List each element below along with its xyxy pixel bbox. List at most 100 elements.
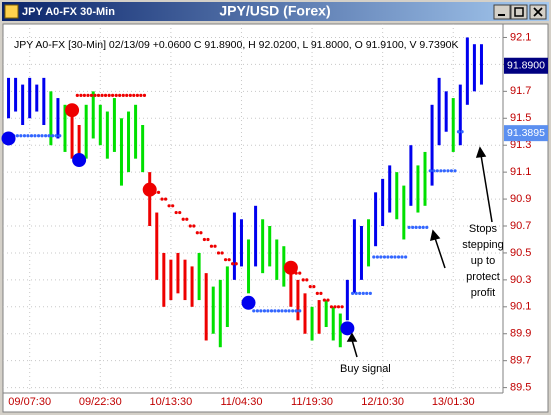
x-tick-label: 09/07:30 <box>8 396 51 408</box>
stop-dot <box>216 251 221 255</box>
price-bar <box>14 77 18 112</box>
info-line: JPY A0-FX [30-Min] 02/13/09 +0.0600 C 91… <box>14 39 459 51</box>
price-bar <box>183 259 187 301</box>
stop-dot <box>96 93 101 97</box>
stop-dot <box>206 237 210 242</box>
stop-dot <box>269 309 274 313</box>
stop-dot <box>432 169 436 173</box>
marks <box>1 37 483 348</box>
stop-dot <box>322 298 326 302</box>
stop-dot <box>111 93 115 97</box>
price-bar <box>63 104 67 152</box>
price-marker <box>504 125 548 142</box>
stop-dot <box>389 255 394 259</box>
price-bar <box>77 125 81 166</box>
price-bar <box>247 239 251 294</box>
stop-dot <box>449 169 454 173</box>
price-bar <box>423 151 427 206</box>
stop-dot <box>40 134 44 138</box>
stop-dot <box>259 309 263 313</box>
stop-dot <box>312 285 316 289</box>
price-bar <box>105 111 109 159</box>
price-bar <box>190 266 194 307</box>
stop-dot <box>234 262 238 266</box>
price-bar <box>275 239 279 280</box>
stop-dot <box>174 210 178 215</box>
price-bar <box>303 293 307 334</box>
stop-dot <box>393 255 397 259</box>
stop-dot <box>446 169 450 173</box>
price-bar <box>310 306 314 341</box>
price-bar <box>268 226 272 267</box>
stop-dot <box>425 225 429 229</box>
price-bar <box>56 98 60 139</box>
y-tick-label: 90.9 <box>510 193 531 205</box>
chart-title: JPY/USD (Forex) <box>219 3 330 19</box>
stop-dot <box>354 291 358 295</box>
stop-dot <box>439 169 443 173</box>
stop-arrowhead-1 <box>430 229 441 242</box>
stops-annotation: stepping <box>462 239 504 251</box>
stop-dot <box>375 255 379 259</box>
price-bar <box>282 246 286 287</box>
stop-dot <box>58 134 62 138</box>
stop-dot <box>301 278 305 282</box>
stop-dot <box>298 271 302 275</box>
maximize-button[interactable] <box>510 4 528 20</box>
price-bar <box>374 192 378 247</box>
price-marker <box>504 57 548 74</box>
window-icon <box>4 4 19 19</box>
price-bar <box>345 279 349 321</box>
price-bar <box>35 84 39 112</box>
stop-dot <box>223 258 228 262</box>
y-tick-label: 89.9 <box>510 328 531 340</box>
price-bar <box>7 77 11 119</box>
price-bar <box>416 165 420 213</box>
stop-dot <box>294 309 298 313</box>
stop-dot <box>15 134 19 138</box>
price-bar <box>91 91 95 139</box>
price-bar <box>338 313 342 348</box>
x-tick-label: 09/22:30 <box>79 396 122 408</box>
price-bar <box>204 273 208 341</box>
price-bar <box>409 145 413 206</box>
stop-dot <box>220 251 224 255</box>
x-tick-label: 12/10:30 <box>361 396 404 408</box>
stop-dot <box>195 231 199 235</box>
signal-dot <box>65 103 80 118</box>
annotation-arrows <box>346 146 493 358</box>
stop-dot <box>118 93 122 97</box>
price-bar <box>402 185 406 240</box>
price-bar <box>42 77 46 126</box>
stop-dot <box>22 134 27 138</box>
price-bar <box>367 219 371 267</box>
stop-dot <box>319 291 323 295</box>
price-bar <box>458 84 462 146</box>
price-bar <box>232 212 236 280</box>
price-bar <box>317 300 321 334</box>
stop-dot <box>19 134 23 138</box>
stop-dot <box>54 134 58 138</box>
price-bar <box>472 44 476 92</box>
stop-arrow-2 <box>480 154 493 223</box>
price-bar <box>381 178 385 227</box>
stop-dot <box>340 305 344 309</box>
stop-dot <box>86 93 90 97</box>
stop-dot <box>227 258 231 262</box>
stops-annotation: protect <box>466 271 500 283</box>
stop-dot <box>276 309 281 313</box>
price-bar <box>331 306 335 341</box>
y-tick-label: 89.7 <box>510 355 531 367</box>
minimize-button[interactable] <box>493 4 511 20</box>
stop-dot <box>456 130 461 134</box>
stop-dot <box>266 309 270 313</box>
price-bar <box>119 118 123 186</box>
stop-dot <box>428 169 432 173</box>
stop-dot <box>287 309 291 313</box>
price-bar <box>261 219 265 274</box>
stop-dot <box>231 262 235 266</box>
stop-dot <box>379 255 383 259</box>
stop-dot <box>382 255 387 259</box>
price-marker-label: 91.8900 <box>507 60 545 72</box>
